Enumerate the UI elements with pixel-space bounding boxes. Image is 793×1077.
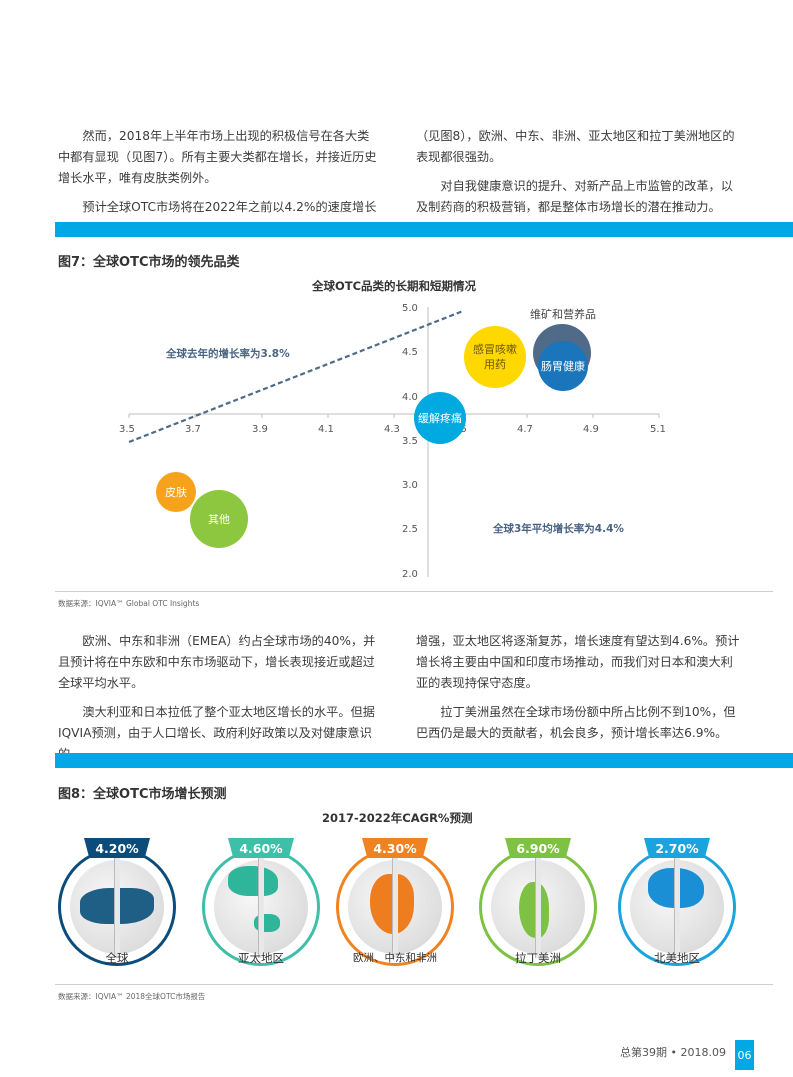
figure7-title: 图7：全球OTC市场的领先品类 xyxy=(58,255,240,270)
y-tick: 4.0 xyxy=(402,392,418,403)
x-tick: 4.3 xyxy=(384,424,400,435)
paragraph: 然而，2018年上半年市场上出现的积极信号在各大类中都有显现（见图7）。所有主要… xyxy=(58,129,377,185)
bubble-label: 皮肤 xyxy=(165,485,187,499)
paragraph: 澳大利亚和日本拉低了整个亚太地区增长的水平。但据IQVIA预测，由于人口增长、政… xyxy=(58,705,375,761)
bubble-label: 其他 xyxy=(208,512,230,526)
figure8-title: 图8：全球OTC市场增长预测 xyxy=(58,787,227,802)
bubble-other: 其他 xyxy=(190,490,248,548)
annotation-last-year: 全球去年的增长率为3.8% xyxy=(166,348,290,360)
intro-left-column: 然而，2018年上半年市场上出现的积极信号在各大类中都有显现（见图7）。所有主要… xyxy=(58,126,380,226)
globe-global: 4.20% 全球 xyxy=(52,838,182,978)
bubble-cold-cough: 感冒咳嗽用药 xyxy=(464,326,526,388)
globe-emea: 4.30% 欧洲、中东和非洲 xyxy=(330,838,460,978)
x-tick: 3.7 xyxy=(185,424,201,435)
divider-line xyxy=(55,591,773,592)
cagr-badge: 4.20% xyxy=(84,838,150,858)
figure7-source: 数据来源：IQVIA™ Global OTC Insights xyxy=(58,599,200,608)
y-tick: 5.0 xyxy=(402,303,418,314)
middle-left-column: 欧洲、中东和非洲（EMEA）约占全球市场的40%，并且预计将在中东欧和中东市场驱… xyxy=(58,631,380,773)
region-label: 拉丁美洲 xyxy=(515,951,561,965)
y-tick: 3.0 xyxy=(402,480,418,491)
cagr-badge: 6.90% xyxy=(505,838,571,858)
region-label: 全球 xyxy=(105,951,129,965)
globe-apac: 4.60% 亚太地区 xyxy=(196,838,326,978)
bubble-skin: 皮肤 xyxy=(156,472,196,512)
paragraph: 预计全球OTC市场将在2022年之前以4.2%的速度增长 xyxy=(82,200,377,214)
y-tick: 3.5 xyxy=(402,436,418,447)
middle-right-column: 增强，亚太地区将逐渐复苏，增长速度有望达到4.6%。预计增长将主要由中国和印度市… xyxy=(416,631,741,752)
annotation-3yr-avg: 全球3年平均增长率为4.4% xyxy=(493,523,624,535)
x-tick: 4.9 xyxy=(583,424,599,435)
cagr-badge: 2.70% xyxy=(644,838,710,858)
chart-axes xyxy=(128,307,660,577)
south-america-map-icon xyxy=(519,882,549,938)
figure7-chart-title: 全球OTC品类的长期和短期情况 xyxy=(312,279,477,293)
bubble-digestive: 肠胃健康 xyxy=(538,341,588,391)
bubble-label-vitamins: 维矿和营养品 xyxy=(530,308,596,321)
globe-latam: 6.90% 拉丁美洲 xyxy=(473,838,603,978)
divider-line xyxy=(55,984,773,985)
region-label: 亚太地区 xyxy=(238,951,284,965)
asia-map-icon xyxy=(228,866,278,896)
cagr-badge: 4.30% xyxy=(362,838,428,858)
x-tick: 5.1 xyxy=(650,424,666,435)
intro-right-column: （见图8），欧洲、中东、非洲、亚太地区和拉丁美洲地区的表现都很强劲。 对自我健康… xyxy=(416,126,741,226)
y-tick: 2.0 xyxy=(402,569,418,580)
bubble-label: 肠胃健康 xyxy=(541,359,585,373)
paragraph: 对自我健康意识的提升、对新产品上市监管的改革，以及制药商的积极营销，都是整体市场… xyxy=(416,179,733,214)
x-tick: 4.7 xyxy=(517,424,533,435)
globe-north-america: 2.70% 北美地区 xyxy=(612,838,742,978)
y-tick: 2.5 xyxy=(402,524,418,535)
x-tick: 3.5 xyxy=(119,424,135,435)
x-tick: 3.9 xyxy=(252,424,268,435)
bubble-pain-relief: 缓解疼痛 xyxy=(414,392,466,444)
region-label: 北美地区 xyxy=(654,951,700,965)
issue-info: 总第39期 • 2018.09 xyxy=(620,1046,726,1059)
region-label: 欧洲、中东和非洲 xyxy=(353,952,437,964)
paragraph: 欧洲、中东和非洲（EMEA）约占全球市场的40%，并且预计将在中东欧和中东市场驱… xyxy=(58,634,376,690)
figure8-source: 数据来源：IQVIA™ 2018全球OTC市场报告 xyxy=(58,992,206,1001)
bubble-label: 缓解疼痛 xyxy=(418,411,462,425)
paragraph: 拉丁美洲虽然在全球市场份额中所占比例不到10%，但巴西仍是最大的贡献者，机会良多… xyxy=(416,705,736,740)
x-tick: 4.1 xyxy=(318,424,334,435)
figure8-chart-title: 2017-2022年CAGR%预测 xyxy=(322,811,473,825)
paragraph: 增强，亚太地区将逐渐复苏，增长速度有望达到4.6%。预计增长将主要由中国和印度市… xyxy=(416,634,740,690)
section-divider-bar xyxy=(55,753,793,768)
bubble-label: 感冒咳嗽用药 xyxy=(473,343,517,371)
cagr-badge: 4.60% xyxy=(228,838,294,858)
page-number: 06 xyxy=(735,1040,754,1070)
trend-line xyxy=(128,309,464,444)
section-divider-bar xyxy=(55,222,793,237)
paragraph: （见图8），欧洲、中东、非洲、亚太地区和拉丁美洲地区的表现都很强劲。 xyxy=(416,129,735,164)
y-tick: 4.5 xyxy=(402,347,418,358)
